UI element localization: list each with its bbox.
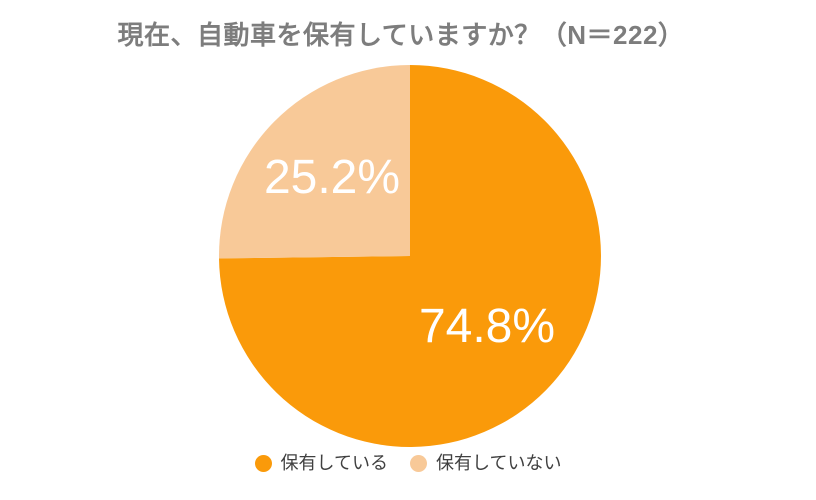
legend-item-no-car: 保有していない [410,453,561,475]
legend-swatch-owns-car-icon [254,455,272,473]
legend-item-owns-car: 保有している [254,453,388,475]
pie-value-label-owns-car: 74.8% [418,300,556,353]
chart-title: 現在、自動車を保有していますか？（N＝222） [117,20,685,50]
legend-label-owns-car: 保有している [280,453,388,473]
legend: 保有している 保有していない [0,453,816,475]
legend-swatch-no-car-icon [410,455,427,473]
pie-slice-owns-car [219,65,601,447]
pie-slice-no-car [218,65,410,259]
pie-value-label-no-car: 25.2% [263,151,401,204]
legend-label-no-car: 保有していない [436,453,562,473]
